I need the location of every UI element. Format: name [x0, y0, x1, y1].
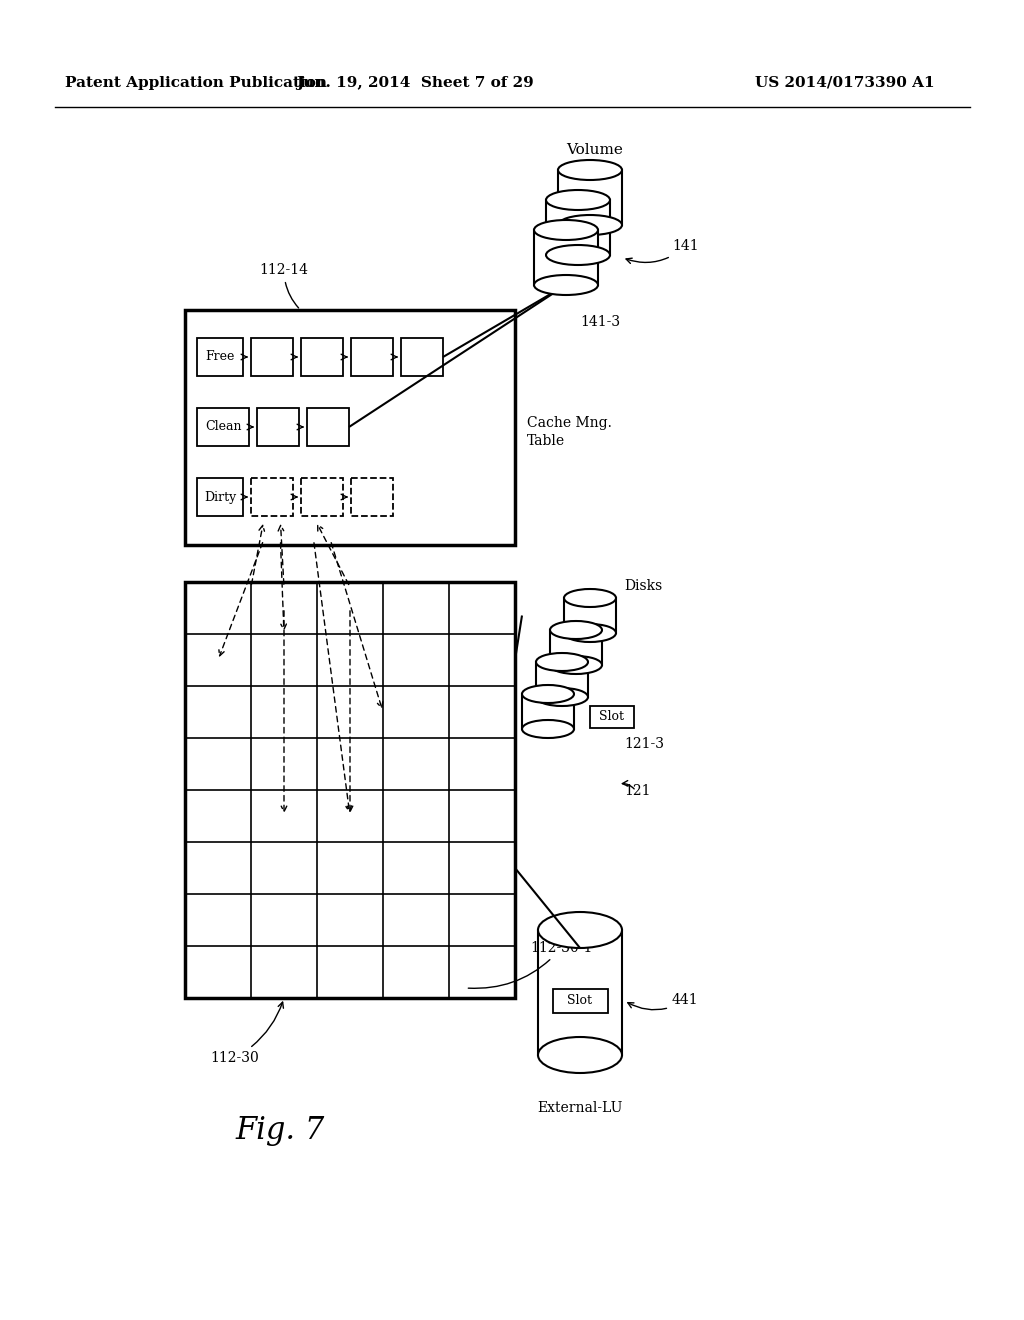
Text: 112-14: 112-14	[259, 263, 308, 308]
Text: Cache Mng.: Cache Mng.	[527, 416, 612, 430]
Bar	[301, 478, 343, 516]
Ellipse shape	[564, 589, 616, 607]
Bar	[301, 338, 343, 376]
Text: Fig. 7: Fig. 7	[236, 1114, 325, 1146]
Ellipse shape	[522, 719, 574, 738]
Bar	[401, 338, 443, 376]
Bar	[251, 338, 293, 376]
Ellipse shape	[522, 685, 574, 704]
Text: Clean: Clean	[205, 421, 242, 433]
Text: 141-3: 141-3	[580, 315, 621, 329]
Bar	[351, 478, 393, 516]
Bar	[553, 989, 607, 1012]
Text: Slot: Slot	[599, 710, 625, 723]
Text: External-LU: External-LU	[538, 1101, 623, 1115]
Bar	[558, 170, 622, 224]
Bar	[546, 201, 610, 255]
Ellipse shape	[536, 688, 588, 706]
Text: Table: Table	[527, 434, 565, 447]
Text: 121: 121	[624, 784, 650, 799]
Ellipse shape	[564, 624, 616, 642]
Ellipse shape	[558, 215, 622, 235]
Ellipse shape	[534, 275, 598, 294]
Bar	[536, 663, 588, 697]
Text: 112-30: 112-30	[210, 1002, 284, 1065]
Ellipse shape	[538, 1038, 622, 1073]
Bar	[564, 598, 616, 634]
Bar	[197, 478, 243, 516]
Text: Disks: Disks	[624, 579, 663, 593]
Text: Jun. 19, 2014  Sheet 7 of 29: Jun. 19, 2014 Sheet 7 of 29	[296, 77, 534, 90]
Text: 121-3: 121-3	[624, 737, 664, 751]
Text: Patent Application Publication: Patent Application Publication	[65, 77, 327, 90]
Text: Dirty: Dirty	[204, 491, 237, 503]
Bar	[185, 310, 515, 545]
Bar	[257, 408, 299, 446]
Ellipse shape	[550, 656, 602, 675]
Bar	[534, 230, 598, 285]
Bar	[550, 630, 602, 665]
Ellipse shape	[536, 653, 588, 671]
Text: 441: 441	[628, 994, 698, 1010]
Text: Slot: Slot	[567, 994, 593, 1007]
Ellipse shape	[550, 620, 602, 639]
Bar	[197, 338, 243, 376]
Ellipse shape	[534, 220, 598, 240]
Bar	[538, 931, 622, 1055]
Text: 141: 141	[626, 239, 698, 264]
Ellipse shape	[558, 160, 622, 180]
Ellipse shape	[546, 246, 610, 265]
Bar	[251, 478, 293, 516]
Bar	[307, 408, 349, 446]
Ellipse shape	[538, 912, 622, 948]
Bar	[197, 408, 249, 446]
Bar	[522, 694, 574, 729]
Ellipse shape	[546, 190, 610, 210]
Bar	[351, 338, 393, 376]
Text: Free: Free	[206, 351, 234, 363]
Text: US 2014/0173390 A1: US 2014/0173390 A1	[755, 77, 935, 90]
Bar	[590, 705, 634, 727]
Text: 112-30-1: 112-30-1	[468, 941, 592, 989]
Bar	[185, 582, 515, 998]
Text: Volume: Volume	[566, 143, 624, 157]
